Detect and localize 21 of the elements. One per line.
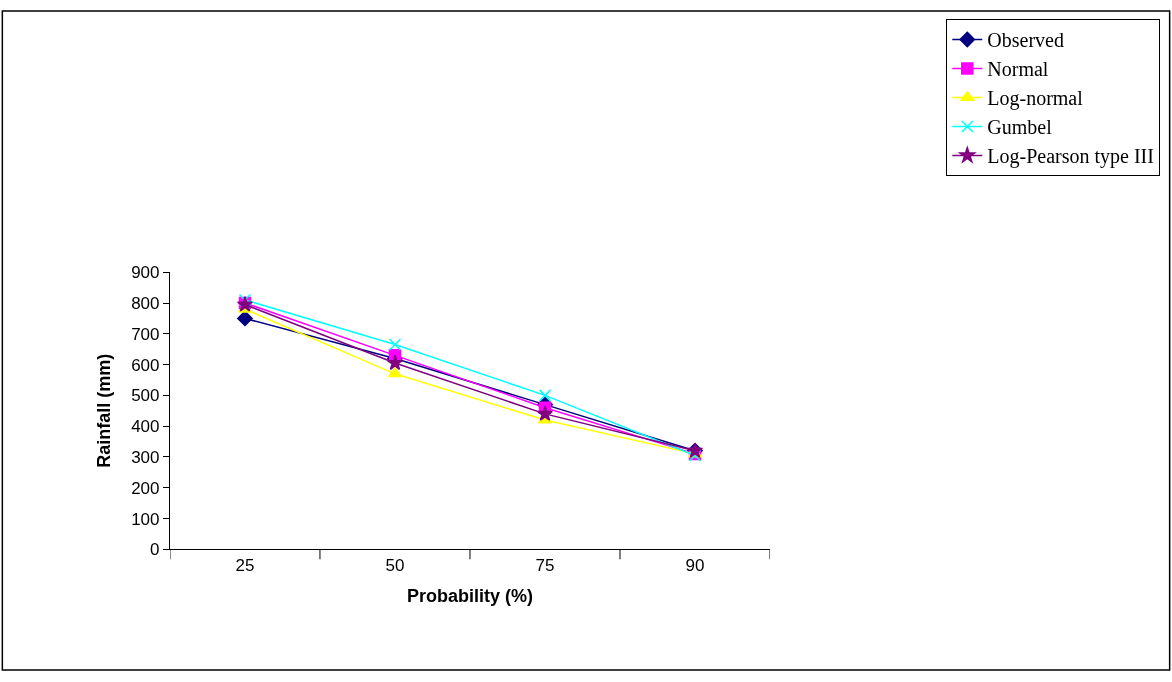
x-tick-label: 90: [685, 555, 705, 575]
legend-label: Observed: [987, 29, 1064, 52]
x-tick-label: 50: [385, 555, 405, 575]
y-axis-title: Rainfall (mm): [94, 353, 115, 468]
y-tick-label: 300: [131, 447, 160, 467]
legend-label: Log-normal: [987, 87, 1084, 111]
y-tick-label: 600: [131, 355, 160, 375]
y-tick-label: 200: [131, 478, 160, 498]
legend-label: Gumbel: [987, 116, 1053, 139]
y-tick-label: 100: [131, 509, 160, 529]
x-axis-title: Probability (%): [406, 585, 533, 606]
y-tick-label: 400: [131, 417, 160, 437]
legend-label: Normal: [987, 58, 1049, 81]
y-tick-label: 700: [131, 324, 160, 344]
y-tick-label: 900: [131, 263, 160, 283]
x-tick-label: 75: [535, 555, 555, 575]
y-tick-label: 0: [150, 540, 160, 560]
y-tick-label: 500: [131, 386, 160, 406]
x-tick-label: 25: [235, 555, 255, 575]
legend-label: Log-Pearson type III: [987, 145, 1154, 169]
y-tick-label: 800: [131, 293, 160, 313]
